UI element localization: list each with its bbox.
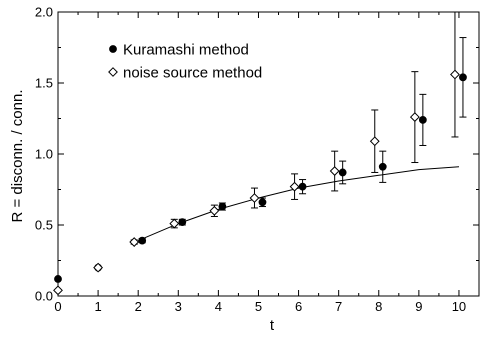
x-axis-label: t [270, 317, 275, 334]
data-point [138, 236, 147, 245]
data-point [249, 193, 260, 203]
x-tick-label: 10 [452, 299, 466, 314]
x-tick-label: 6 [295, 299, 302, 314]
x-tick-label: 5 [255, 299, 262, 314]
x-tick-label: 3 [175, 299, 182, 314]
data-point [218, 202, 227, 211]
x-tick-label: 9 [415, 299, 422, 314]
fit-curve [138, 166, 460, 242]
data-point [450, 69, 460, 80]
legend-marker [108, 67, 118, 77]
data-point [329, 166, 340, 176]
data-point [54, 275, 62, 283]
fit-curve-layer [138, 166, 460, 242]
y-tick-label: 0.5 [35, 218, 53, 233]
x-tick-label: 1 [94, 299, 101, 314]
x-tick-label: 7 [335, 299, 342, 314]
data-point [289, 181, 300, 192]
data-point [418, 116, 427, 124]
y-tick-label: 2.0 [35, 5, 53, 20]
data-point [169, 218, 180, 229]
x-tick-label: 2 [135, 299, 142, 314]
y-axis-label: R = disconn. / conn. [9, 90, 26, 223]
data-point [93, 262, 104, 273]
y-tick-label: 1.0 [35, 147, 53, 162]
data-point [129, 237, 140, 247]
series-noise-source [53, 11, 460, 296]
axes: 0 1 2 3 4 5 6 7 8 9 10 0.0 0.5 1.0 1.5 2.0 [35, 5, 480, 314]
data-point [298, 182, 307, 191]
plot-frame [57, 11, 480, 297]
legend: Kuramashi method noise source method [108, 42, 262, 82]
data-point [459, 73, 467, 82]
data-point [53, 285, 63, 296]
legend-label: noise source method [123, 65, 262, 82]
data-point [409, 112, 420, 122]
data-point [258, 198, 267, 207]
legend-label: Kuramashi method [123, 42, 249, 59]
x-tick-label: 4 [215, 299, 222, 314]
x-tick-label: 0 [54, 299, 61, 314]
y-tick-label: 0.0 [35, 289, 53, 304]
data-point [378, 162, 387, 171]
series-kuramashi [54, 37, 467, 283]
data-point [209, 205, 220, 216]
data-point [369, 136, 380, 147]
data-marks [53, 11, 467, 296]
data-point [178, 218, 187, 227]
data-point [338, 168, 347, 177]
legend-marker [109, 45, 117, 53]
x-tick-label: 8 [375, 299, 382, 314]
y-tick-label: 1.5 [35, 76, 53, 91]
